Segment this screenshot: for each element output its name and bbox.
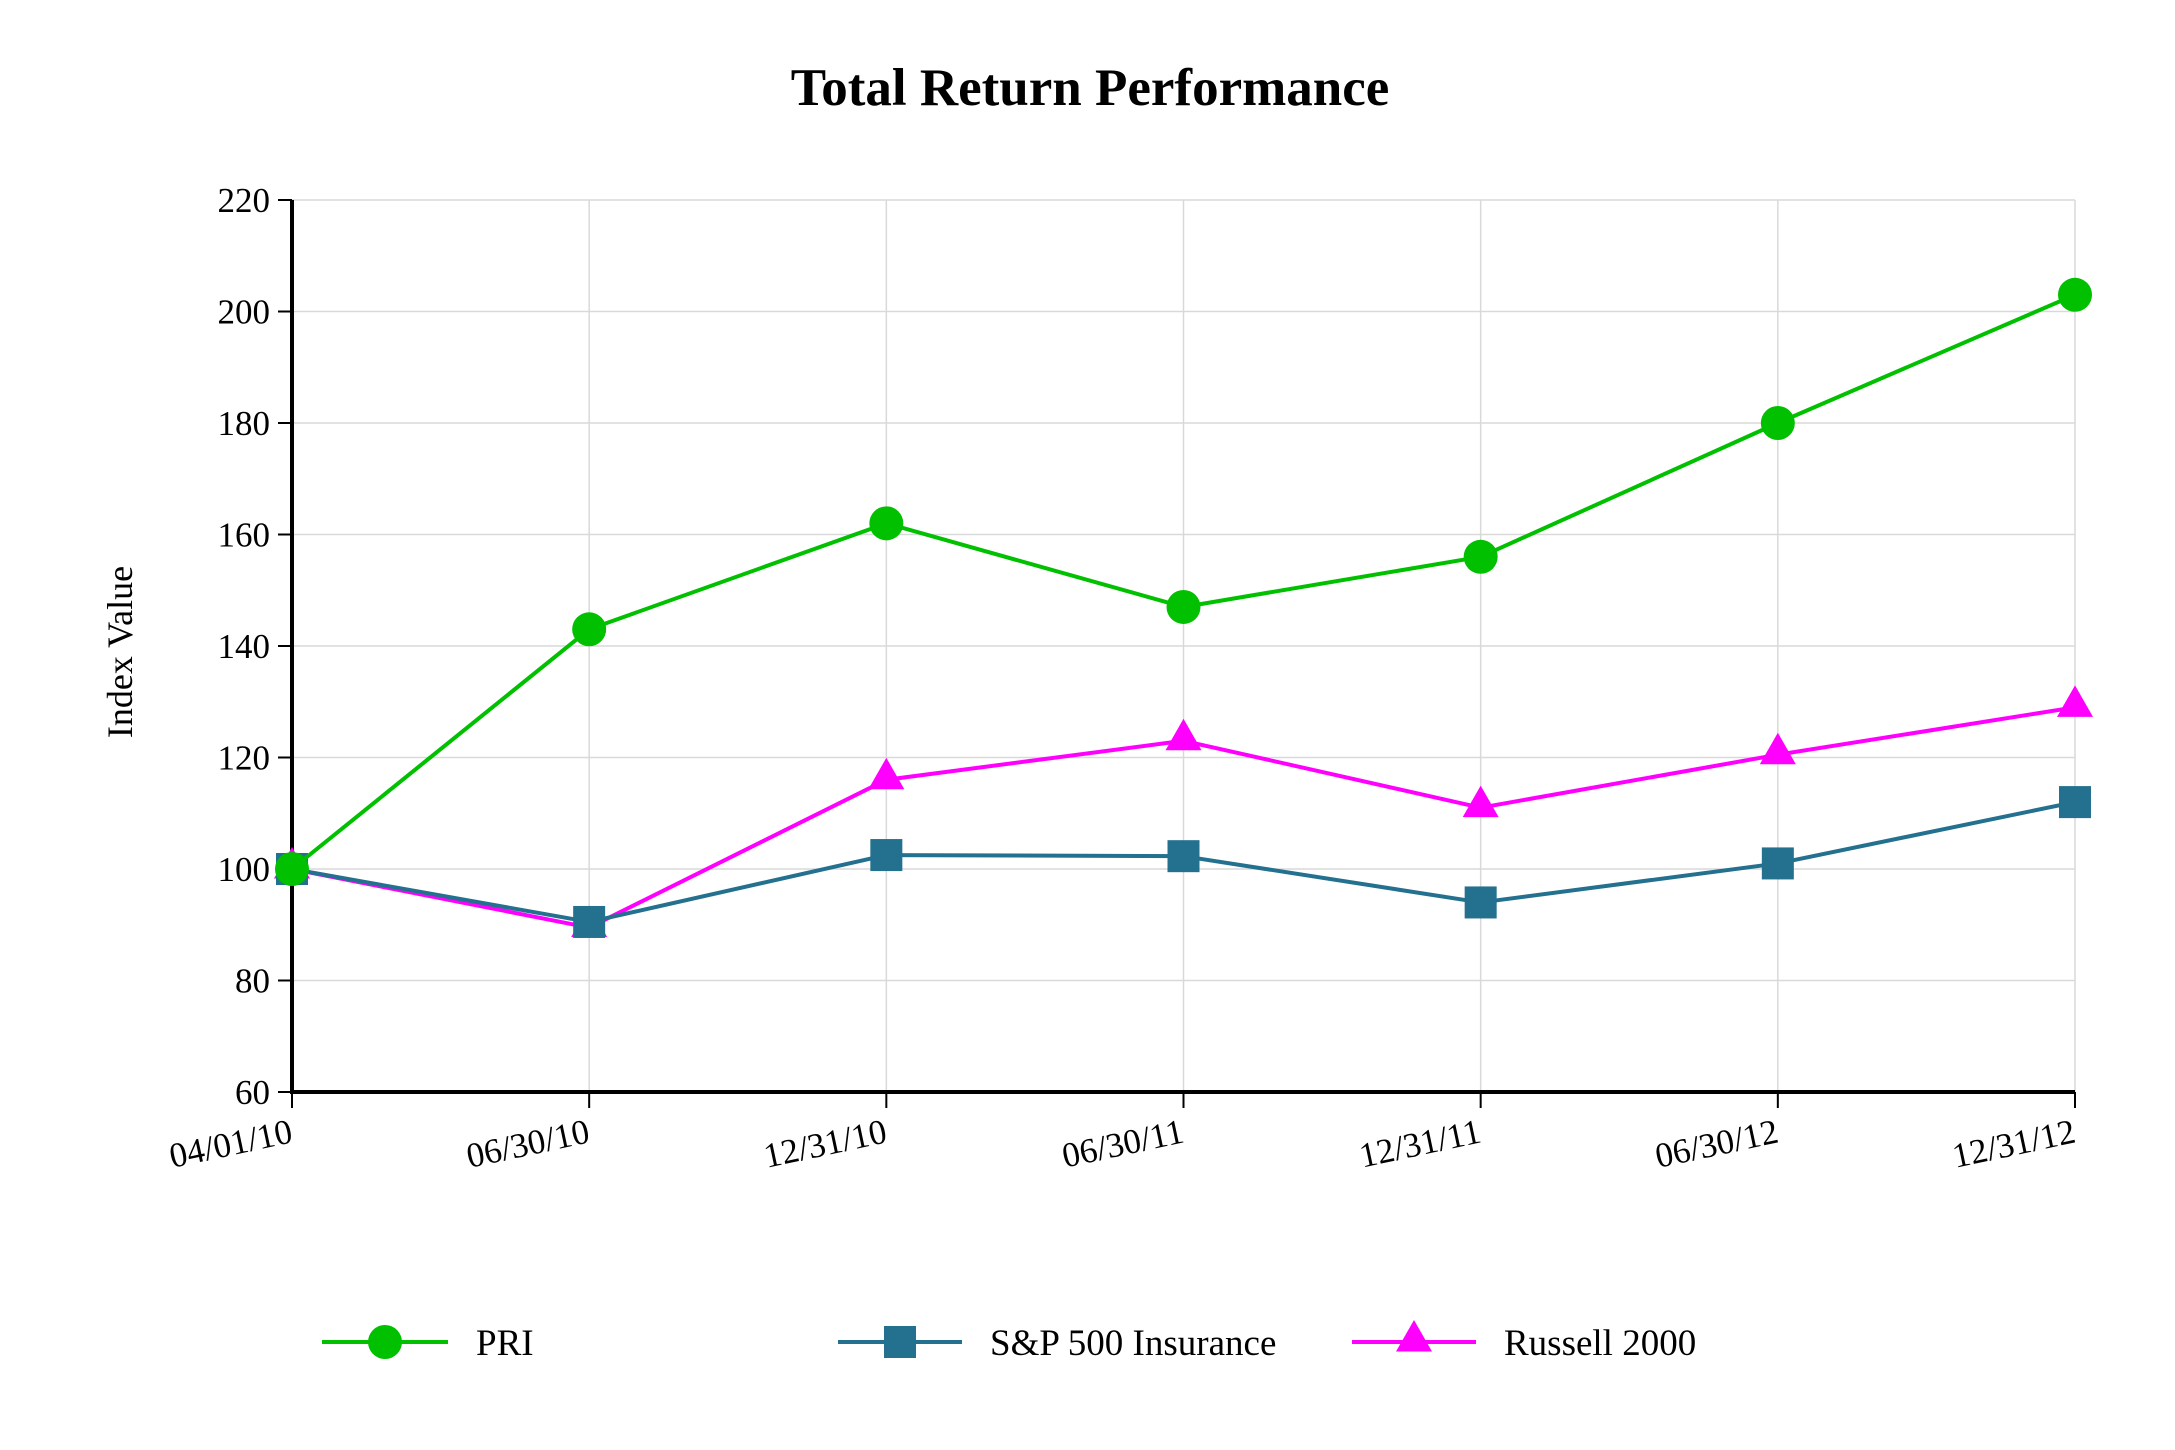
y-tick-label: 60: [235, 1073, 270, 1112]
legend: PRI S&P 500 Insurance Russell 2000: [322, 1320, 1696, 1364]
y-axis-label: Index Value: [100, 566, 140, 738]
series-layer: [274, 277, 2093, 938]
data-point: [573, 905, 606, 938]
data-point: [870, 839, 903, 872]
data-point: [2058, 277, 2092, 312]
data-point: [1759, 732, 1796, 765]
chart-title: Total Return Performance: [791, 59, 1390, 117]
x-tick-label: 06/30/11: [1059, 1112, 1188, 1176]
series-pri: [275, 277, 2092, 886]
legend-item: S&P 500 Insurance: [838, 1323, 1276, 1364]
x-tick-label: 04/01/10: [166, 1112, 296, 1176]
x-tick-label: 12/31/11: [1356, 1112, 1485, 1176]
x-tick-label: 06/30/12: [1652, 1112, 1782, 1176]
data-point: [868, 757, 905, 790]
y-tick-label: 120: [218, 739, 271, 778]
data-point: [2057, 685, 2093, 717]
grid-lines: [292, 199, 2076, 1093]
data-point: [1760, 406, 1795, 440]
data-point: [1761, 847, 1794, 880]
data-point: [1464, 886, 1497, 919]
x-tick-label: 06/30/10: [463, 1112, 593, 1176]
data-point: [869, 506, 904, 541]
x-tick-label: 12/31/12: [1949, 1112, 2079, 1176]
y-tick-label: 140: [218, 627, 271, 666]
y-tick-label: 100: [218, 850, 271, 889]
legend-marker: [1396, 1320, 1432, 1352]
data-point: [572, 612, 607, 647]
y-tick-label: 180: [218, 404, 271, 443]
x-tick-label: 12/31/10: [760, 1112, 890, 1176]
data-point: [275, 852, 309, 886]
legend-label: Russell 2000: [1504, 1323, 1696, 1364]
y-tick-label: 200: [218, 293, 271, 332]
data-point: [1167, 840, 1200, 873]
y-tick-label: 80: [235, 962, 270, 1001]
axes: 60 80 100 120 140 160 180 200 220 04/01/10 06/30/1…: [166, 181, 2079, 1176]
legend-marker: [884, 1326, 916, 1358]
legend-item: PRI: [322, 1323, 534, 1364]
legend-marker: [368, 1325, 402, 1359]
data-point: [1166, 589, 1201, 624]
data-point: [2059, 786, 2091, 819]
legend-item: Russell 2000: [1352, 1320, 1696, 1364]
y-tick-label: 220: [218, 181, 271, 220]
data-point: [1165, 718, 1202, 751]
legend-label: PRI: [476, 1323, 534, 1364]
data-point: [1462, 785, 1499, 818]
y-tick-label: 160: [218, 516, 271, 555]
data-point: [1463, 539, 1498, 574]
legend-label: S&P 500 Insurance: [990, 1323, 1276, 1364]
